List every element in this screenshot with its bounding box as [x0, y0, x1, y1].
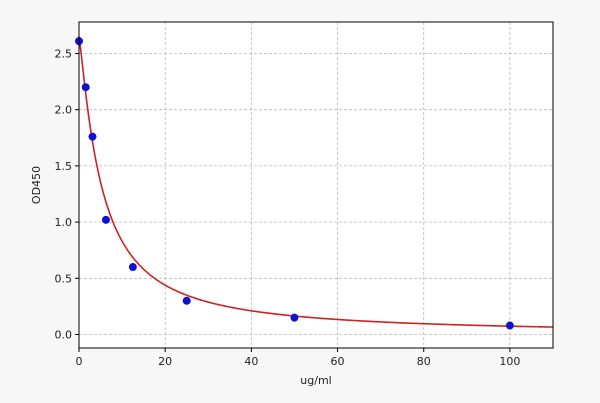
y-tick-label-1: 0.5: [55, 272, 73, 285]
data-point-3: [101, 215, 110, 224]
x-tick-label-5: 100: [499, 355, 520, 368]
x-tick-label-2: 40: [244, 355, 258, 368]
plot-frame: [78, 21, 554, 349]
x-tick-label-1: 20: [158, 355, 172, 368]
grid-lines: [78, 22, 553, 348]
x-tick-label-4: 80: [417, 355, 431, 368]
fit-curve-layer: [78, 36, 554, 328]
data-point-6: [290, 313, 299, 322]
plot-area: [79, 22, 553, 348]
y-tick-label-0: 0.0: [55, 329, 73, 342]
y-axis-label: OD450: [30, 166, 43, 204]
y-tick-label-4: 2.0: [55, 104, 73, 117]
y-tick-label-3: 1.5: [55, 160, 73, 173]
data-point-2: [88, 132, 97, 141]
y-tick-label-5: 2.5: [55, 47, 73, 60]
data-points-layer: [75, 37, 514, 330]
fit-curve-line: [78, 36, 554, 328]
data-point-4: [128, 263, 137, 272]
data-point-1: [81, 83, 90, 92]
data-point-7: [505, 321, 514, 330]
x-tick-label-3: 60: [331, 355, 345, 368]
data-point-5: [182, 296, 191, 305]
axis-ticks: 0 20 40 60 80 100 0.0 0.5 1.0 1.5 2.0 2.5: [55, 47, 521, 368]
x-tick-label-0: 0: [76, 355, 83, 368]
y-tick-label-2: 1.0: [55, 216, 73, 229]
x-axis-label: ug/ml: [300, 374, 331, 387]
